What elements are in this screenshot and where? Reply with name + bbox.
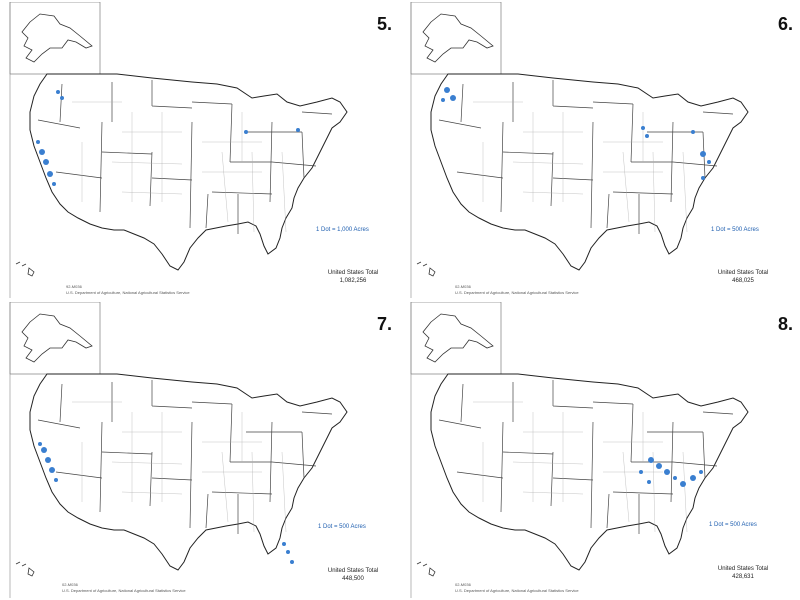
dot-legend: 1 Dot = 1,000 Acres	[316, 227, 369, 233]
us-map	[410, 2, 749, 298]
map-panel-8: 8. 1 Dot = 500 Acres United States Total…	[403, 302, 797, 598]
dot-cluster	[639, 457, 703, 487]
dot-cluster	[441, 87, 711, 180]
map-id: 92-M036	[66, 284, 82, 289]
dot-cluster	[36, 90, 300, 186]
panel-number: 8.	[777, 314, 793, 334]
dot-legend: 1 Dot = 500 Acres	[318, 524, 366, 530]
contiguous-us-outline	[29, 373, 348, 571]
total-label: United States Total	[327, 270, 379, 276]
dot-cluster	[38, 442, 294, 564]
panel-number: 7.	[376, 314, 392, 334]
contiguous-us-outline	[430, 373, 749, 571]
hawaii-outline	[416, 561, 436, 577]
map-panel-6: 6. 1 Dot = 500 Acres United States Total…	[403, 2, 797, 298]
source-credit: U.S. Department of Agriculture, National…	[455, 290, 579, 295]
panel-number: 5.	[376, 14, 392, 34]
panel-number: 6.	[777, 14, 793, 34]
alaska-outline	[422, 13, 494, 63]
map-panel-5: 5. 1 Dot = 1,000 Acres United States Tot…	[2, 2, 396, 298]
us-map	[9, 302, 348, 598]
alaska-outline	[422, 313, 494, 363]
map-panel-7: 7. 1 Dot = 500 Acres United States Total…	[2, 302, 396, 598]
us-map	[9, 2, 348, 298]
map-id: 02-M036	[455, 582, 471, 587]
total-label: United States Total	[327, 568, 379, 574]
total-value: 468,025	[732, 278, 754, 284]
us-map	[410, 302, 749, 598]
dot-legend: 1 Dot = 500 Acres	[709, 522, 757, 528]
map-id: 02-M036	[62, 582, 78, 587]
source-credit: U.S. Department of Agriculture, National…	[66, 290, 190, 295]
source-credit: U.S. Department of Agriculture, National…	[62, 588, 186, 593]
source-credit: U.S. Department of Agriculture, National…	[455, 588, 579, 593]
total-value: 1,082,256	[339, 278, 367, 284]
hawaii-outline	[15, 261, 35, 277]
total-value: 448,500	[342, 576, 364, 582]
contiguous-us-outline	[29, 73, 348, 271]
total-value: 428,631	[732, 574, 754, 580]
total-label: United States Total	[717, 270, 769, 276]
hawaii-outline	[416, 261, 436, 277]
alaska-outline	[21, 13, 93, 63]
dot-legend: 1 Dot = 500 Acres	[711, 227, 759, 233]
contiguous-us-outline	[430, 73, 749, 271]
alaska-outline	[21, 313, 93, 363]
total-label: United States Total	[717, 566, 769, 572]
map-id: 02-M036	[455, 284, 471, 289]
hawaii-outline	[15, 561, 35, 577]
